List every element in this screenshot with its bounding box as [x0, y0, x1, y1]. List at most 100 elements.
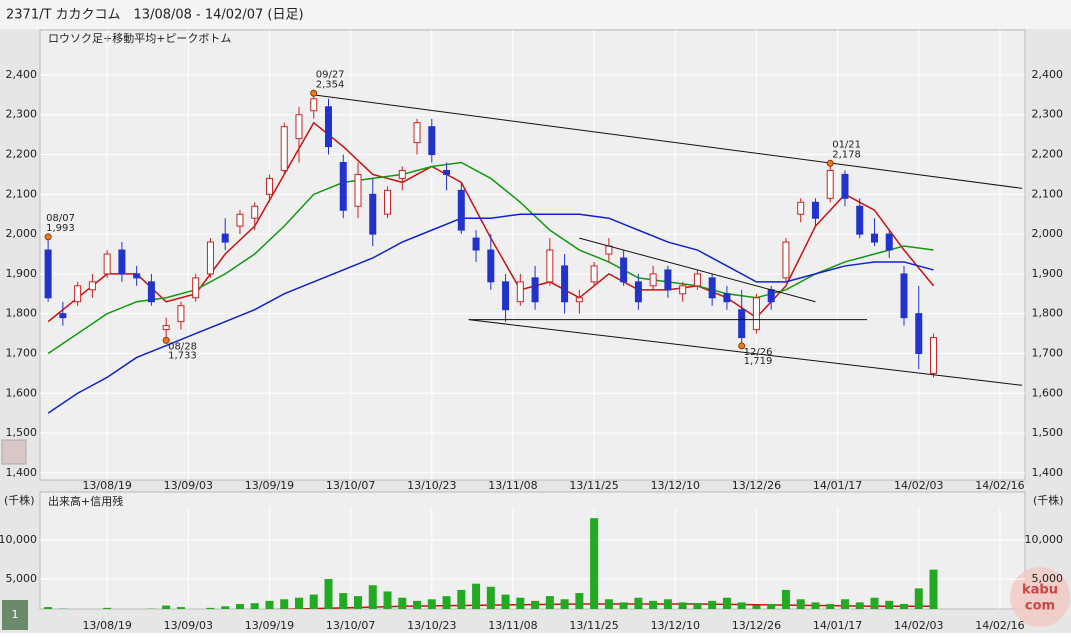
y-tick-label-right: 1,700	[1032, 346, 1064, 359]
volume-bar	[427, 599, 436, 609]
y-tick-label-right: 1,800	[1032, 307, 1064, 320]
volume-bar	[560, 599, 569, 609]
candle-body	[693, 273, 701, 287]
volume-bar	[752, 605, 761, 609]
x-tick-label: 13/09/19	[245, 479, 294, 492]
volume-bar	[501, 594, 510, 609]
candle-body	[310, 98, 318, 112]
candle-body	[620, 257, 628, 283]
candle-body	[516, 281, 524, 303]
candle-body	[103, 253, 111, 275]
volume-bar	[147, 608, 156, 609]
price-plot-area	[39, 29, 1026, 481]
peak-marker	[44, 233, 52, 241]
candle-body	[88, 281, 96, 291]
y-tick-label-right: 2,200	[1032, 148, 1064, 161]
x-tick-label: 14/02/16	[975, 619, 1024, 632]
candle-body	[74, 285, 82, 303]
candle-body	[708, 277, 716, 299]
peak-date: 09/27	[316, 69, 345, 80]
volume-bar	[265, 600, 274, 609]
candle-body	[324, 106, 332, 148]
x-tick-label: 14/02/03	[894, 479, 943, 492]
peak-value: 1,719	[744, 356, 773, 367]
candle-body	[930, 337, 938, 374]
candle-body	[782, 241, 790, 279]
candle-body	[413, 122, 421, 144]
y-tick-label-right: 1,400	[1032, 466, 1064, 479]
candle-body	[811, 201, 819, 219]
peak-date: 08/28	[168, 341, 197, 352]
page-button[interactable]	[2, 600, 28, 630]
volume-bar	[722, 597, 731, 609]
logo-circle	[1010, 567, 1070, 627]
y-tick-label-right: 10,000	[1025, 533, 1064, 546]
candle-body	[265, 177, 273, 195]
volume-bar	[811, 602, 820, 609]
y-tick-label-right: 2,100	[1032, 187, 1064, 200]
peak-marker	[162, 336, 170, 344]
candle-body	[384, 189, 392, 215]
candle-body	[841, 173, 849, 199]
volume-bar	[840, 599, 849, 609]
candle-body	[561, 265, 569, 303]
x-tick-label: 14/02/16	[975, 479, 1024, 492]
volume-bar	[914, 588, 923, 609]
candle-body	[398, 169, 406, 179]
candle-body	[59, 313, 67, 319]
candle-body	[870, 233, 878, 243]
y-tick-label-right: 1,500	[1032, 426, 1064, 439]
volume-bar	[368, 585, 377, 609]
y-tick-label-right: 2,000	[1032, 227, 1064, 240]
tool-button[interactable]	[1, 439, 27, 465]
candle-body	[826, 169, 834, 199]
plot-layer	[44, 518, 938, 609]
x-tick-label: 13/12/26	[732, 479, 781, 492]
candle-body	[44, 249, 52, 299]
volume-bar	[413, 600, 422, 609]
page-button-label[interactable]: 1	[12, 608, 19, 621]
candle-body	[457, 189, 465, 231]
peak-marker	[826, 159, 834, 167]
volume-bar	[457, 589, 466, 609]
candle-body	[649, 273, 657, 287]
candle-body	[221, 233, 229, 243]
volume-bar	[162, 605, 171, 609]
volume-bar	[103, 607, 112, 609]
candle-body	[472, 237, 480, 251]
peak-value: 2,354	[316, 79, 345, 90]
volume-unit-left: (千株)	[4, 493, 35, 507]
peak-value: 1,733	[168, 350, 197, 361]
candle-body	[767, 289, 775, 303]
volume-bar	[855, 602, 864, 609]
volume-bar	[575, 593, 584, 609]
x-tick-label: 13/10/23	[407, 619, 456, 632]
y-tick-label-right: 1,600	[1032, 386, 1064, 399]
line-series	[47, 213, 934, 414]
x-tick-label: 13/09/03	[164, 619, 213, 632]
candle-body	[177, 305, 185, 323]
volume-bar	[280, 599, 289, 609]
header-title: 2371/T カカクコム 13/08/08 - 14/02/07 (日足)	[6, 8, 304, 23]
volume-bar	[383, 591, 392, 609]
x-tick-label: 13/10/07	[326, 619, 375, 632]
y-tick-label: 2,100	[6, 187, 38, 200]
candle-body	[664, 269, 672, 291]
candle-body	[133, 273, 141, 279]
y-tick-label: 1,500	[6, 426, 38, 439]
volume-bar	[899, 603, 908, 609]
y-tick-label: 1,900	[6, 267, 38, 280]
y-tick-label: 2,400	[6, 68, 38, 81]
trend-line	[468, 319, 1023, 386]
volume-panel-title: 出来高+信用残	[48, 494, 123, 508]
peak-value: 2,178	[832, 149, 861, 160]
volume-bar	[516, 597, 525, 609]
candle-body	[118, 249, 126, 275]
volume-bar	[870, 597, 879, 609]
x-tick-label: 13/11/25	[569, 619, 618, 632]
candle-body	[369, 193, 377, 235]
volume-bar	[781, 589, 790, 609]
candle-body	[502, 281, 510, 311]
candle-body	[723, 293, 731, 303]
volume-bar	[472, 583, 481, 609]
